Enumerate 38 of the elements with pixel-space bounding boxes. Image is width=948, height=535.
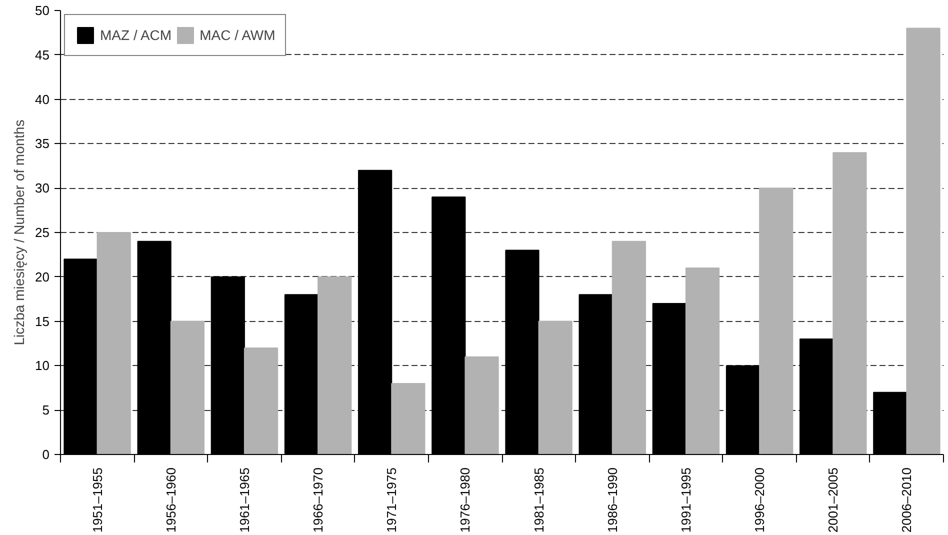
y-tick-label: 10: [35, 358, 50, 374]
x-tick-label: 2001–2005: [826, 467, 841, 533]
y-tick-label: 20: [35, 269, 50, 284]
bar: [318, 276, 352, 454]
x-tick-label: 1981–1985: [531, 467, 546, 533]
y-tick-label: 25: [35, 225, 50, 240]
x-tick-label: 1991–1995: [678, 467, 694, 533]
y-tick-label: 30: [35, 180, 50, 196]
x-tick-label: 1971–1975: [384, 467, 400, 533]
y-tick-label: 35: [35, 136, 50, 152]
bar: [244, 347, 278, 454]
bar: [612, 240, 646, 454]
x-tick-label: 1996–2000: [752, 467, 768, 533]
legend-label: MAZ / ACM: [100, 27, 172, 43]
x-tick-label: 1966–1970: [310, 467, 326, 533]
y-tick-label: 45: [35, 47, 50, 62]
bar: [685, 268, 720, 454]
bar: [832, 152, 867, 454]
bar: [759, 188, 794, 454]
bar: [170, 320, 204, 454]
x-tick-label: 1951–1955: [90, 467, 105, 533]
bar: [96, 232, 131, 454]
y-axis-title: Liczba miesięcy / Number of months: [11, 120, 28, 346]
x-tick-label: 2006–2010: [899, 467, 914, 533]
x-tick-label: 1986–1990: [604, 467, 620, 533]
y-tick-label: 5: [42, 402, 50, 418]
x-tick-label: 1956–1960: [163, 467, 178, 533]
bar: [464, 356, 499, 454]
bar: [538, 320, 572, 454]
bar: [906, 28, 940, 454]
legend-label: MAC / AWM: [200, 27, 276, 43]
y-tick-label: 40: [35, 92, 50, 107]
y-tick-label: 50: [35, 3, 50, 18]
y-tick-label: 15: [35, 314, 50, 329]
bar: [391, 382, 426, 454]
x-tick-label: 1976–1980: [458, 467, 473, 533]
x-tick-label: 1961–1965: [236, 467, 252, 533]
y-tick-label: 0: [42, 447, 50, 462]
